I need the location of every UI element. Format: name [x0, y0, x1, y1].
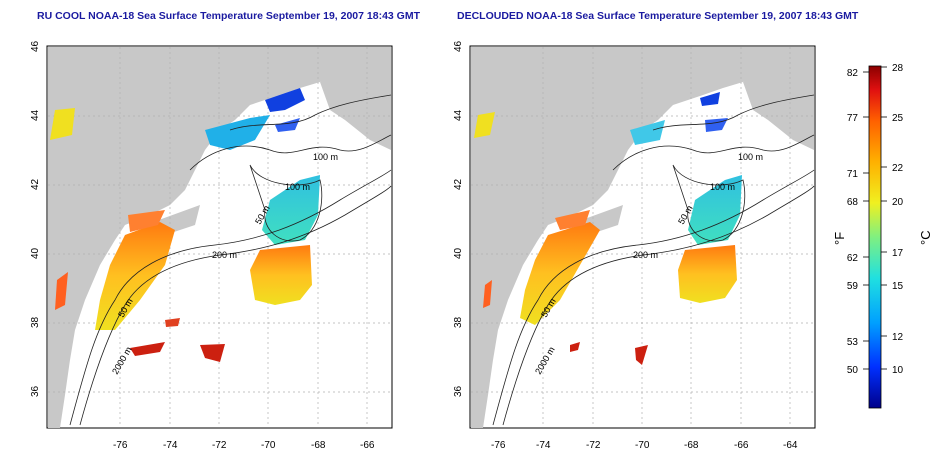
left-x-axis: -76 -74 -72 -70 -68 -66 [113, 440, 375, 451]
x-tick: -72 [586, 440, 601, 451]
y-tick: 46 [30, 40, 41, 52]
x-tick: -66 [360, 440, 375, 451]
y-tick: 44 [453, 109, 464, 121]
fahrenheit-tick: 71 [847, 169, 859, 180]
y-tick: 42 [30, 178, 41, 190]
x-tick: -76 [113, 440, 128, 451]
y-tick: 40 [453, 247, 464, 259]
x-tick: -74 [536, 440, 551, 451]
left-land [48, 47, 391, 428]
x-tick: -74 [163, 440, 178, 451]
fahrenheit-tick: 53 [847, 337, 859, 348]
left-y-axis: 46 44 42 40 38 36 [30, 40, 41, 397]
right-land [471, 47, 814, 428]
y-tick: 46 [453, 40, 464, 52]
fahrenheit-tick: 68 [847, 197, 859, 208]
y-tick: 36 [30, 385, 41, 397]
contour-label: 100 m [313, 152, 338, 162]
x-tick: -70 [261, 440, 276, 451]
x-tick: -72 [212, 440, 227, 451]
contour-label: 200 m [633, 250, 658, 260]
y-tick: 36 [453, 385, 464, 397]
y-tick: 38 [453, 316, 464, 328]
celsius-tick: 28 [892, 63, 904, 74]
celsius-tick: 17 [892, 248, 904, 259]
fahrenheit-tick: 62 [847, 253, 859, 264]
celsius-tick: 12 [892, 332, 904, 343]
celsius-tick: 25 [892, 113, 904, 124]
fahrenheit-label: °F [832, 232, 847, 245]
fahrenheit-tick: 82 [847, 68, 859, 79]
x-tick: -70 [635, 440, 650, 451]
celsius-tick: 20 [892, 197, 904, 208]
fahrenheit-tick: 59 [847, 281, 859, 292]
right-y-axis: 46 44 42 40 38 36 [453, 40, 464, 397]
contour-label: 200 m [212, 250, 237, 260]
y-tick: 42 [453, 178, 464, 190]
celsius-tick: 22 [892, 163, 904, 174]
celsius-tick: 15 [892, 281, 904, 292]
sst-colorbar: 82 77 71 68 62 59 53 50 28 25 22 20 17 1… [832, 63, 933, 409]
contour-label: 100 m [285, 182, 310, 192]
celsius-tick: 10 [892, 365, 904, 376]
y-tick: 40 [30, 247, 41, 259]
contour-label: 100 m [710, 182, 735, 192]
x-tick: -66 [734, 440, 749, 451]
left-map-title: RU COOL NOAA-18 Sea Surface Temperature … [37, 10, 421, 22]
fahrenheit-tick: 77 [847, 113, 859, 124]
right-map-title: DECLOUDED NOAA-18 Sea Surface Temperatur… [457, 10, 859, 22]
contour-label: 100 m [738, 152, 763, 162]
x-tick: -76 [491, 440, 506, 451]
left-sst-map [46, 45, 393, 429]
y-tick: 44 [30, 109, 41, 121]
right-x-axis: -76 -74 -72 -70 -68 -66 -64 [491, 440, 798, 451]
celsius-label: °C [918, 230, 933, 245]
x-tick: -68 [684, 440, 699, 451]
right-sst-map [469, 45, 816, 429]
fahrenheit-tick: 50 [847, 365, 859, 376]
x-tick: -68 [311, 440, 326, 451]
colorbar-gradient [868, 65, 882, 409]
x-tick: -64 [783, 440, 798, 451]
y-tick: 38 [30, 316, 41, 328]
